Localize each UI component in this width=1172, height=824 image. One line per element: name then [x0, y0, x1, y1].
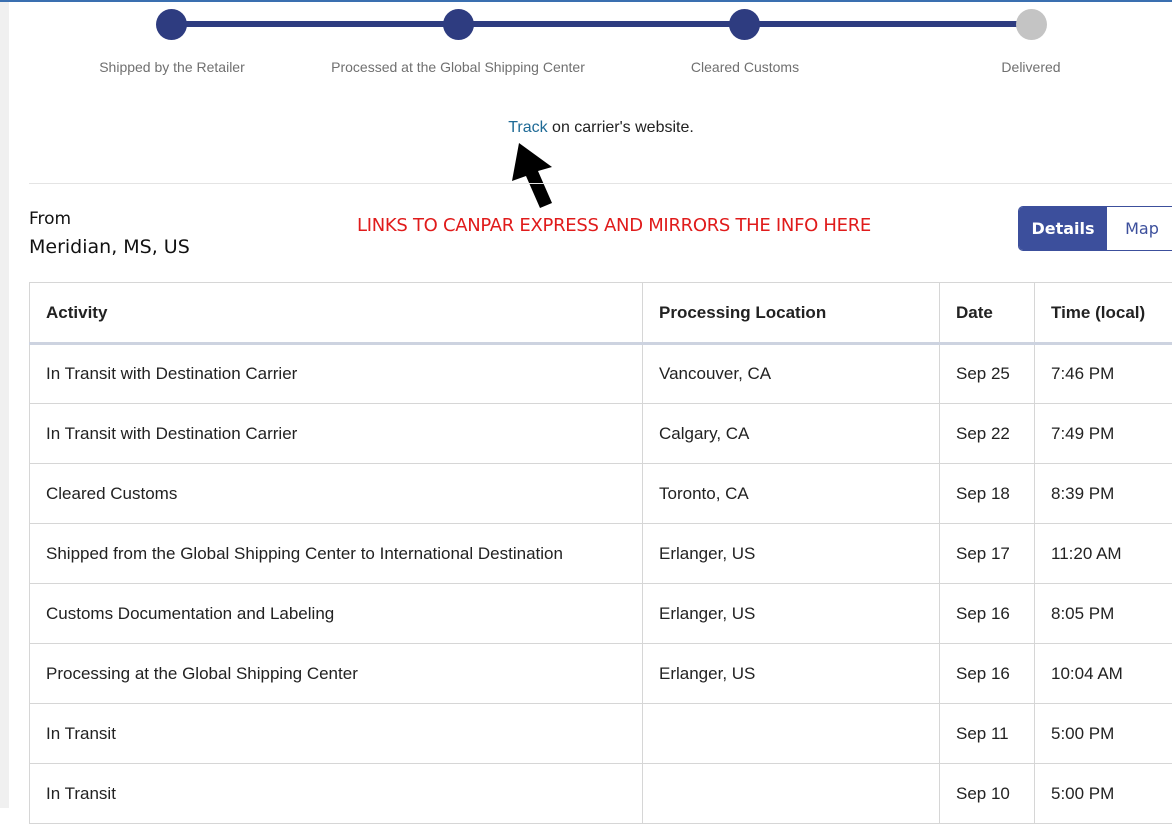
location-cell: Toronto, CA [643, 464, 940, 524]
track-text-rest: on carrier's website. [548, 119, 694, 136]
activity-cell: Customs Documentation and Labeling [30, 584, 643, 644]
date-cell: Sep 10 [940, 764, 1035, 824]
activity-cell: In Transit [30, 764, 643, 824]
time-cell: 8:39 PM [1035, 464, 1172, 524]
activity-cell: In Transit [30, 704, 643, 764]
location-cell [643, 704, 940, 764]
header-date: Date [940, 283, 1035, 344]
arrow-annotation-icon [512, 143, 556, 209]
step-label: Cleared Customs [595, 59, 895, 75]
date-cell: Sep 16 [940, 584, 1035, 644]
header-activity: Activity [30, 283, 643, 344]
location-cell: Erlanger, US [643, 584, 940, 644]
header-location: Processing Location [643, 283, 940, 344]
location-cell: Erlanger, US [643, 524, 940, 584]
top-border [0, 0, 1172, 2]
step-dot-customs [729, 9, 760, 40]
activity-cell: Cleared Customs [30, 464, 643, 524]
time-cell: 7:46 PM [1035, 344, 1172, 404]
time-cell: 8:05 PM [1035, 584, 1172, 644]
divider [29, 183, 1172, 184]
details-button[interactable]: Details [1019, 207, 1107, 250]
step-dot-delivered [1016, 9, 1047, 40]
header-time: Time (local) [1035, 283, 1172, 344]
date-cell: Sep 16 [940, 644, 1035, 704]
step-label: Shipped by the Retailer [22, 59, 322, 75]
location-cell: Erlanger, US [643, 644, 940, 704]
date-cell: Sep 11 [940, 704, 1035, 764]
date-cell: Sep 22 [940, 404, 1035, 464]
activity-cell: Shipped from the Global Shipping Center … [30, 524, 643, 584]
map-button[interactable]: Map [1107, 207, 1172, 250]
view-toggle: Details Map [1018, 206, 1172, 251]
date-cell: Sep 25 [940, 344, 1035, 404]
activity-cell: In Transit with Destination Carrier [30, 404, 643, 464]
from-value: Meridian, MS, US [29, 236, 190, 258]
progress-line [171, 21, 1031, 27]
tracking-table: Activity Processing Location Date Time (… [29, 282, 1172, 824]
date-cell: Sep 17 [940, 524, 1035, 584]
activity-cell: In Transit with Destination Carrier [30, 344, 643, 404]
location-cell: Calgary, CA [643, 404, 940, 464]
step-label: Delivered [881, 59, 1172, 75]
time-cell: 7:49 PM [1035, 404, 1172, 464]
time-cell: 5:00 PM [1035, 764, 1172, 824]
track-carrier-text: Track on carrier's website. [0, 119, 1172, 137]
table-row: Shipped from the Global Shipping Center … [30, 524, 1172, 584]
step-dot-processed [443, 9, 474, 40]
time-cell: 5:00 PM [1035, 704, 1172, 764]
activity-cell: Processing at the Global Shipping Center [30, 644, 643, 704]
step-label: Processed at the Global Shipping Center [308, 59, 608, 75]
location-cell: Vancouver, CA [643, 344, 940, 404]
annotation-text: LINKS TO CANPAR EXPRESS AND MIRRORS THE … [357, 215, 871, 236]
table-row: Processing at the Global Shipping Center… [30, 644, 1172, 704]
from-label: From [29, 209, 71, 229]
step-dot-shipped [156, 9, 187, 40]
track-link[interactable]: Track [508, 119, 547, 136]
time-cell: 10:04 AM [1035, 644, 1172, 704]
table-header-row: Activity Processing Location Date Time (… [30, 283, 1172, 344]
date-cell: Sep 18 [940, 464, 1035, 524]
time-cell: 11:20 AM [1035, 524, 1172, 584]
location-cell [643, 764, 940, 824]
